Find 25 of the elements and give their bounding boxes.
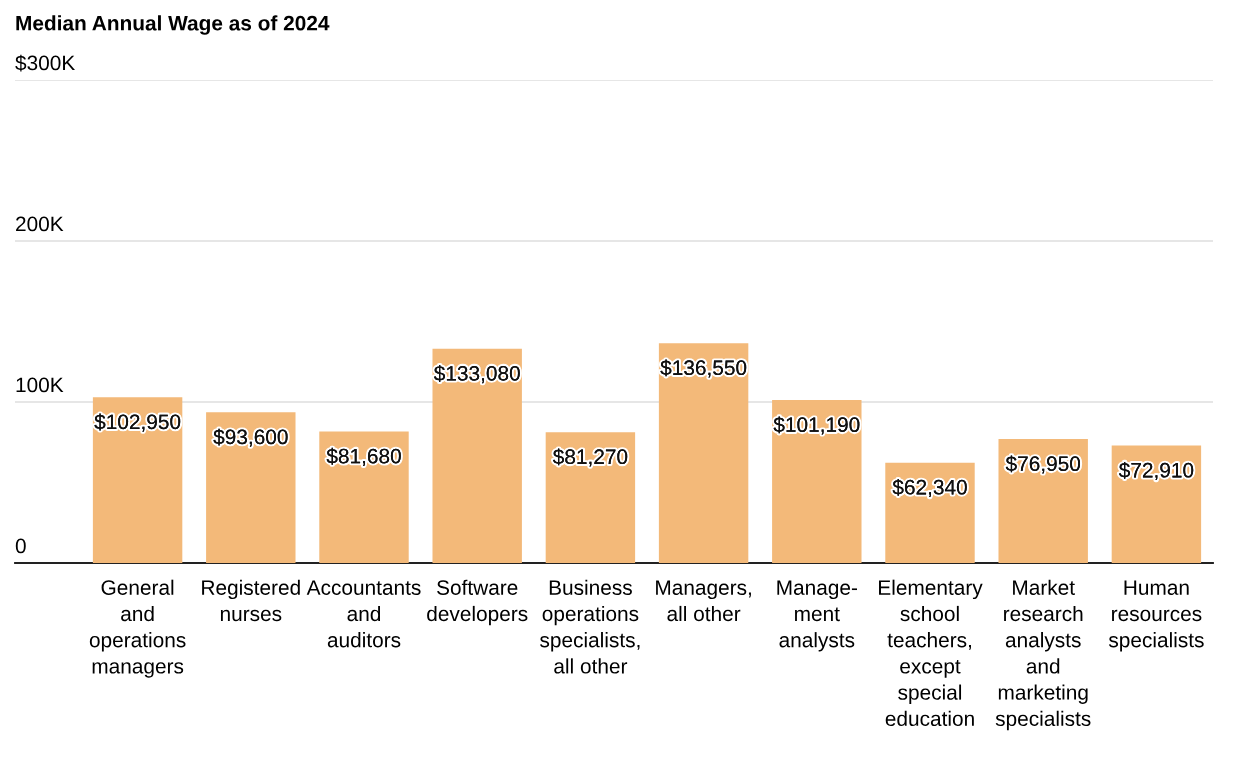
- chart-title: Median Annual Wage as of 2024: [16, 15, 330, 35]
- x-tick-label: Software developers: [427, 579, 528, 626]
- data-label: $136,550: [660, 359, 747, 378]
- data-label: $133,080: [433, 365, 520, 384]
- y-tick-label: 200K: [16, 216, 64, 232]
- x-tick-label: Market research analysts and marketing specialists: [995, 579, 1091, 731]
- x-tick-label: Registered nurses: [202, 579, 300, 622]
- y-tick-label: 100K: [16, 377, 64, 393]
- data-label: $62,340: [892, 478, 967, 498]
- data-label: $101,190: [773, 416, 860, 435]
- data-label: $81,270: [552, 448, 628, 467]
- data-label: $72,910: [1118, 461, 1194, 481]
- x-tick-label: General and operations managers: [89, 579, 186, 678]
- data-label: $81,680: [326, 447, 401, 466]
- x-tick-label: Managers, all other: [656, 580, 751, 622]
- x-tick-label: Human resources specialists: [1108, 580, 1204, 652]
- data-label: $93,600: [213, 428, 288, 447]
- y-tick-label: 0: [15, 538, 26, 554]
- data-label: $102,950: [94, 413, 181, 432]
- x-tick-label: Accountants and auditors: [306, 580, 421, 648]
- x-tick-label: Manage- ment analysts: [777, 580, 857, 652]
- y-tick-label: $300K: [15, 54, 76, 72]
- data-label: $76,950: [1005, 455, 1081, 474]
- x-tick-label: Elementary school teachers, except special education: [879, 579, 983, 727]
- x-tick-label: Business operations specialists, all other: [540, 579, 640, 674]
